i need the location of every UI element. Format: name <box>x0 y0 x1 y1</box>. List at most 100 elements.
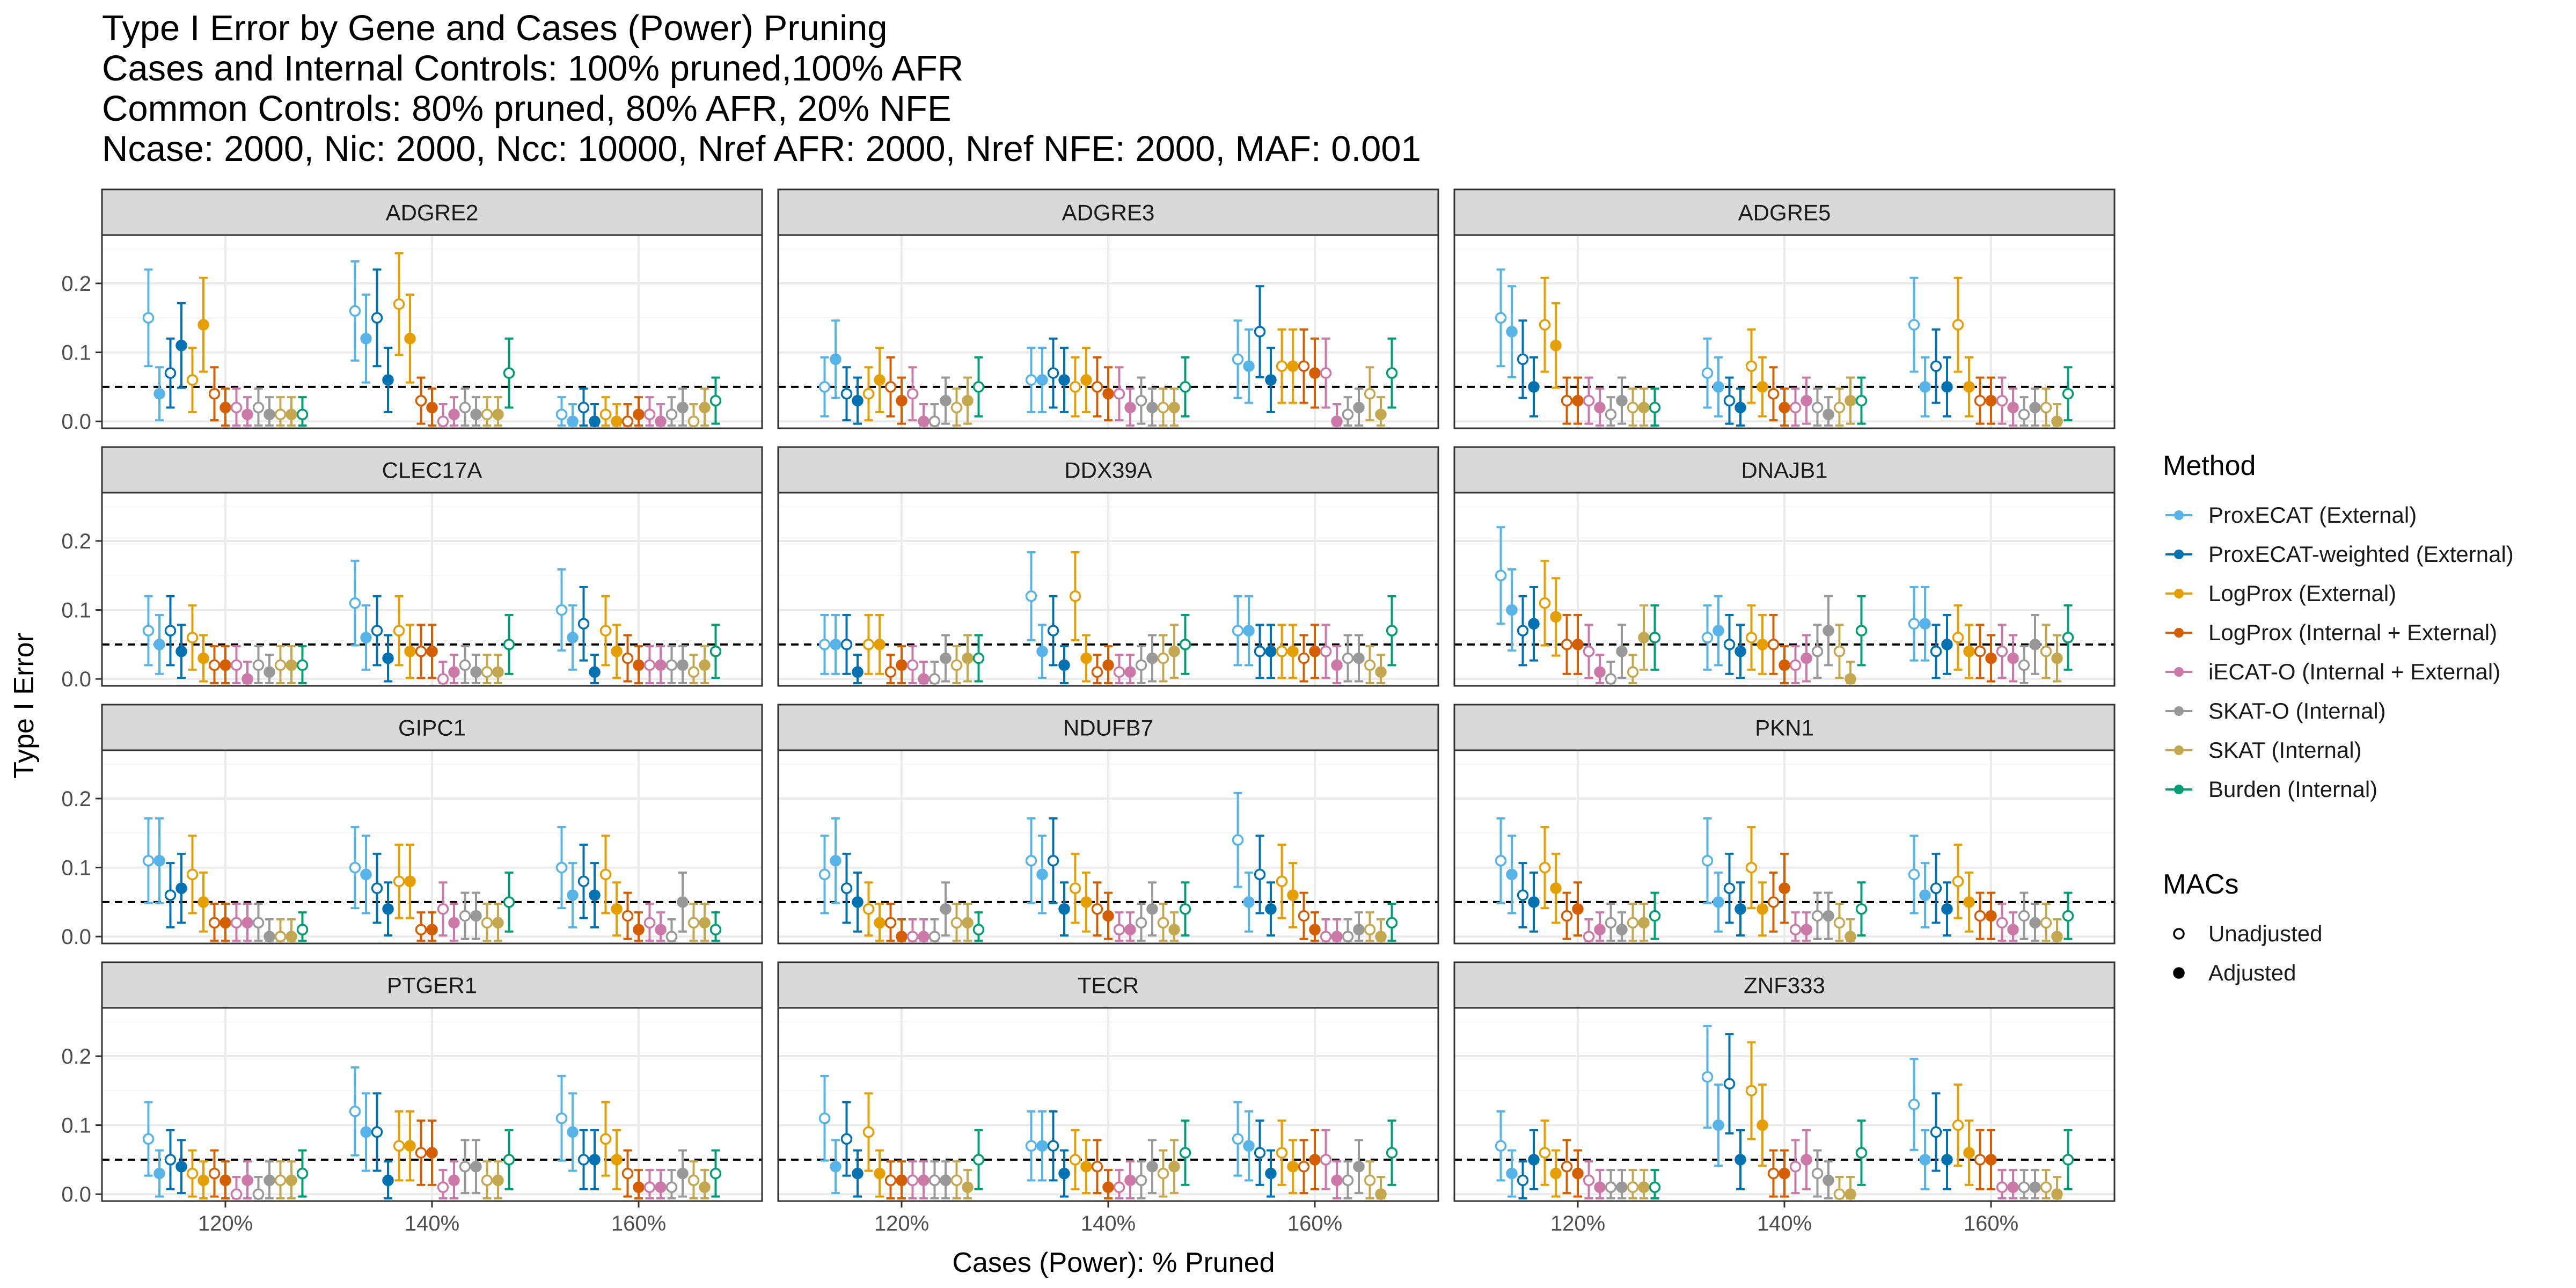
data-point <box>1135 1174 1147 1187</box>
errorbar <box>393 595 405 667</box>
data-point <box>1713 381 1724 393</box>
errorbar <box>2040 903 2052 942</box>
data-point <box>633 659 645 671</box>
errorbar <box>633 645 645 684</box>
errorbar <box>665 396 678 427</box>
y-tick-label: 0.2 <box>61 787 91 811</box>
data-point <box>1583 931 1595 942</box>
data-point <box>1036 645 1048 657</box>
y-tick-label: 0.1 <box>61 857 91 880</box>
data-point <box>264 931 275 942</box>
errorbar <box>219 387 231 427</box>
data-point <box>1767 387 1780 400</box>
errorbar <box>677 645 689 684</box>
errorbar <box>830 817 841 904</box>
facet-panel-adgre2: ADGRE2 0.0 0.1 0.2 <box>61 188 763 434</box>
legend-method-item: SKAT (Internal) <box>2165 737 2362 763</box>
data-point <box>1605 1181 1617 1194</box>
data-point <box>274 659 287 671</box>
errorbar <box>906 366 919 422</box>
data-point <box>1941 1154 1953 1166</box>
data-point <box>1157 401 1169 414</box>
errorbar <box>1963 356 1975 418</box>
data-point <box>1833 1188 1846 1200</box>
data-point <box>1113 387 1125 400</box>
facet-panel-dnajb1: DNAJB1 <box>1453 446 2116 687</box>
errorbar <box>2051 918 2063 942</box>
errorbar <box>940 881 952 937</box>
errorbar <box>1833 903 1846 942</box>
errorbar <box>962 903 974 942</box>
data-point <box>426 1147 438 1159</box>
errorbar <box>1561 891 1573 940</box>
data-point <box>1102 387 1114 400</box>
data-point <box>896 931 908 942</box>
errorbar <box>1309 1129 1321 1190</box>
data-point <box>1985 1154 1997 1166</box>
data-point <box>1320 367 1332 379</box>
data-point <box>2007 924 2019 936</box>
data-point <box>874 374 885 386</box>
data-point <box>1146 903 1158 915</box>
errorbar <box>1179 613 1191 675</box>
errorbar <box>1146 881 1158 937</box>
data-point <box>1069 882 1081 894</box>
data-point <box>415 645 427 657</box>
errorbar <box>699 1169 711 1199</box>
errorbar <box>1309 624 1321 679</box>
errorbar <box>1701 604 1714 671</box>
data-point <box>1745 360 1758 372</box>
data-point <box>1309 367 1321 379</box>
data-point <box>1179 639 1191 650</box>
data-point <box>1919 381 1931 393</box>
data-point <box>555 604 568 616</box>
errorbar <box>404 1110 416 1182</box>
x-tick-label: 120% <box>1550 1212 1605 1235</box>
errorbar <box>371 1092 383 1172</box>
errorbar <box>219 645 231 684</box>
data-point <box>264 666 275 678</box>
data-point <box>950 1174 963 1187</box>
errorbar <box>1135 903 1147 942</box>
data-point <box>874 1167 885 1180</box>
data-point <box>1232 1133 1244 1145</box>
y-tick-label: 0.0 <box>61 1183 91 1206</box>
errorbar <box>197 871 209 933</box>
errorbar <box>1386 903 1398 942</box>
data-point <box>1996 1181 2008 1194</box>
errorbar <box>1649 891 1661 940</box>
data-point <box>1146 652 1158 664</box>
errorbar <box>1113 1169 1125 1199</box>
errorbar <box>197 276 209 373</box>
data-point <box>1627 666 1639 678</box>
data-point <box>197 319 209 331</box>
errorbar <box>1605 903 1617 942</box>
data-point <box>481 666 493 678</box>
data-point <box>950 659 963 671</box>
errorbar <box>2018 645 2030 684</box>
title-line-1: Type I Error by Gene and Cases (Power) P… <box>102 8 888 48</box>
data-point <box>1919 618 1931 630</box>
errorbar <box>555 396 568 427</box>
data-point <box>577 401 590 414</box>
data-point <box>1495 854 1507 867</box>
errorbar <box>1638 387 1650 427</box>
errorbar <box>818 356 831 418</box>
errorbar <box>1974 376 1986 425</box>
errorbar <box>1735 1129 1746 1190</box>
data-point <box>896 659 908 671</box>
errorbar <box>1723 613 1736 675</box>
facet-strip-label: ADGRE3 <box>1062 200 1155 225</box>
errorbar <box>621 634 634 683</box>
data-point <box>1539 597 1551 609</box>
legend: Method ProxECAT (External) ProxECAT-weigh… <box>2163 450 2514 985</box>
errorbar <box>1735 624 1746 679</box>
errorbar <box>1930 1092 1942 1172</box>
errorbar <box>1941 881 1953 937</box>
errorbar <box>962 376 974 425</box>
data-point <box>349 305 361 317</box>
data-point <box>1823 625 1834 636</box>
errorbar <box>1298 1139 1310 1195</box>
errorbar <box>1789 645 1802 684</box>
data-point <box>1331 415 1343 427</box>
